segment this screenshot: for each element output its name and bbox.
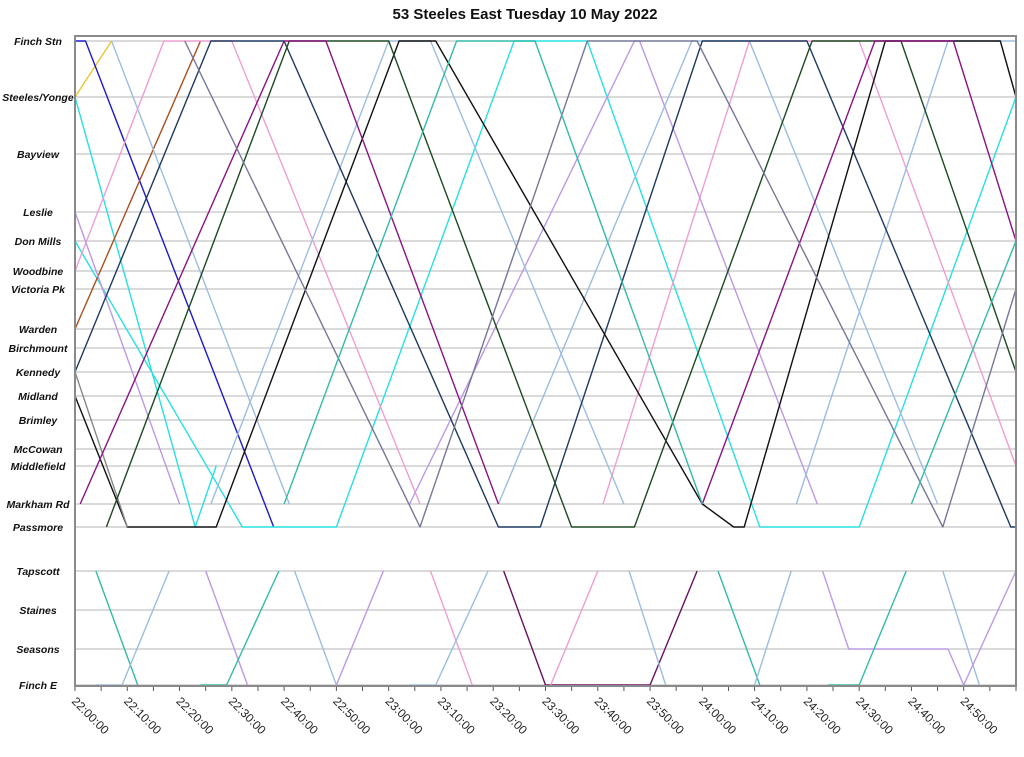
stop-labels: Finch Stn Steeles/Yonge Bayview Leslie Don M… (2, 36, 74, 692)
stop-label: Staines (19, 605, 57, 617)
trip-line-5 (74, 40, 421, 505)
trip-line-27 (335, 570, 385, 686)
x-tick-label: 22:20:00 (173, 694, 216, 737)
trip-line-17 (79, 40, 500, 505)
trip-line-23 (95, 570, 170, 686)
trip-line-32 (628, 570, 667, 686)
x-tick-label: 23:30:00 (539, 694, 582, 737)
x-tick-label: 24:50:00 (958, 694, 1001, 737)
trip-line-3 (74, 40, 1017, 528)
trip-line-35 (821, 570, 965, 686)
stop-label: Brimley (19, 415, 59, 427)
trip-line-38 (963, 570, 1017, 686)
x-tick-label: 22:30:00 (226, 694, 269, 737)
stop-label: Bayview (17, 149, 60, 161)
trip-line-19 (184, 40, 1017, 528)
trip-line-0 (74, 40, 113, 98)
x-tick-label: 24:10:00 (748, 694, 791, 737)
stop-label: Midland (18, 391, 58, 403)
x-tick-label: 24:20:00 (801, 694, 844, 737)
trip-line-26 (293, 570, 338, 686)
stop-label: Passmore (13, 522, 63, 534)
trip-line-13 (74, 40, 1016, 528)
stop-label: Warden (19, 324, 57, 336)
stop-label: Markham Rd (6, 499, 70, 511)
x-tick-label: 22:50:00 (330, 694, 373, 737)
x-tick-label: 23:40:00 (592, 694, 635, 737)
x-tick-label: 22:00:00 (69, 694, 112, 737)
stop-label: Steeles/Yonge (2, 92, 74, 104)
stop-label: Birchmount (9, 343, 68, 355)
trip-line-8 (408, 40, 818, 505)
trip-line-14 (74, 40, 1017, 528)
trip-line-4 (74, 40, 202, 330)
trip-line-30 (503, 570, 698, 686)
x-tick-label: 24:30:00 (853, 694, 896, 737)
trip-line-31 (550, 570, 599, 686)
stop-label: Finch Stn (14, 36, 62, 48)
stop-label: Finch E (19, 680, 58, 692)
trip-line-22 (95, 570, 139, 686)
x-tick-label: 23:20:00 (487, 694, 530, 737)
trip-line-7 (74, 211, 181, 505)
trip-line-24 (205, 570, 249, 686)
trip-line-28 (429, 570, 473, 686)
x-tick-label: 23:10:00 (435, 694, 478, 737)
trip-line-1 (75, 40, 275, 528)
x-tick-label: 22:40:00 (278, 694, 321, 737)
x-tick-label: 24:00:00 (696, 694, 739, 737)
plot-frame (74, 35, 1017, 687)
x-tick-label: 23:50:00 (644, 694, 687, 737)
trip-line-34 (753, 570, 792, 686)
trip-line-10 (210, 40, 625, 505)
x-tick-label: 23:00:00 (383, 694, 426, 737)
x-tick-label: 22:10:00 (121, 694, 164, 737)
trip-lines (74, 40, 1017, 686)
chart-title: 53 Steeles East Tuesday 10 May 2022 (393, 6, 658, 23)
trip-line-9 (110, 40, 290, 505)
stop-label: Kennedy (16, 367, 62, 379)
x-axis: 22:00:00 22:10:00 22:20:00 22:30:00 22:40:00… (69, 685, 1017, 737)
trip-line-21 (910, 240, 1017, 505)
stop-label: Don Mills (15, 236, 62, 248)
stop-label: Seasons (16, 644, 59, 656)
stop-label: Woodbine (13, 266, 64, 278)
stop-gridlines (75, 40, 1016, 686)
trip-line-15 (74, 371, 128, 528)
x-tick-label: 24:40:00 (905, 694, 948, 737)
trip-line-29 (409, 570, 489, 686)
trip-line-2 (74, 96, 217, 528)
trip-line-20 (283, 40, 703, 505)
trip-line-37 (942, 570, 981, 686)
trip-line-36 (827, 570, 907, 686)
stop-label: McCowan (13, 444, 62, 456)
trip-line-18 (701, 40, 1017, 505)
stop-label: Middlefield (11, 461, 66, 473)
stop-label: Tapscott (16, 566, 60, 578)
trip-line-33 (717, 570, 761, 686)
stop-label: Victoria Pk (11, 284, 66, 296)
trip-line-12 (795, 40, 1016, 505)
trip-line-6 (602, 40, 1017, 505)
stop-label: Leslie (23, 207, 53, 219)
